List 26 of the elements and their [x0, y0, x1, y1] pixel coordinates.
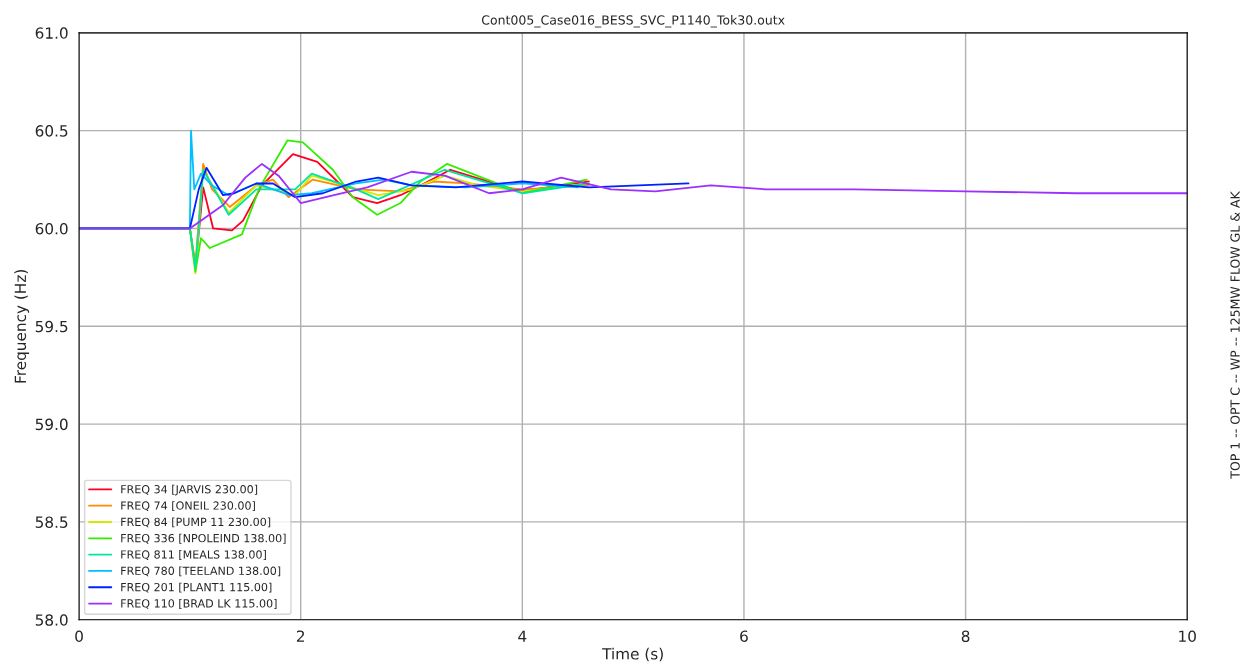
x-tick-label: 6 [740, 630, 748, 642]
legend-label: FREQ 780 [TEELAND 138.00] [121, 566, 281, 577]
line-series [79, 163, 1188, 230]
x-tick-label: 2 [296, 630, 305, 642]
legend-label: FREQ 34 [JARVIS 230.00] [121, 484, 258, 496]
x-axis-title: Time (s) [602, 647, 663, 662]
legend-label: FREQ 336 [NPOLEIND 138.00] [121, 533, 286, 544]
legend-label: FREQ 811 [MEALS 138.00] [121, 550, 266, 560]
text: TOP 1 -- OPT C -- WP -- 125MW FLOW GL & AK [1230, 191, 1240, 479]
y-tick-label: 59.5 [35, 320, 68, 333]
y-tick-label: 61.0 [35, 27, 68, 39]
legend-label: FREQ 74 [ONEIL 230.00] [121, 501, 255, 512]
x-tick-label: 4 [518, 630, 527, 642]
x-tick-label: 8 [961, 630, 970, 642]
y-tick-label: 58.0 [35, 614, 68, 626]
x-tick-label: 10 [1179, 630, 1196, 642]
legend-label: FREQ 110 [BRAD LK 115.00] [121, 599, 277, 609]
y-tick-label: 60.0 [35, 222, 68, 235]
legend-label: FREQ 84 [PUMP 11 230.00] [121, 517, 271, 528]
chart-title: Cont005_Case016_BESS_SVC_P1140_Tok30.outx [481, 15, 785, 28]
y-tick-label: 58.5 [35, 516, 68, 528]
y-tick-label: 59.0 [35, 418, 68, 431]
x-tick-label: 0 [75, 630, 83, 642]
y-tick-label: 60.5 [35, 125, 68, 137]
y-axis-title: Frequency (Hz) [14, 270, 30, 383]
legend-label: FREQ 201 [PLANT1 115.00] [121, 582, 272, 593]
